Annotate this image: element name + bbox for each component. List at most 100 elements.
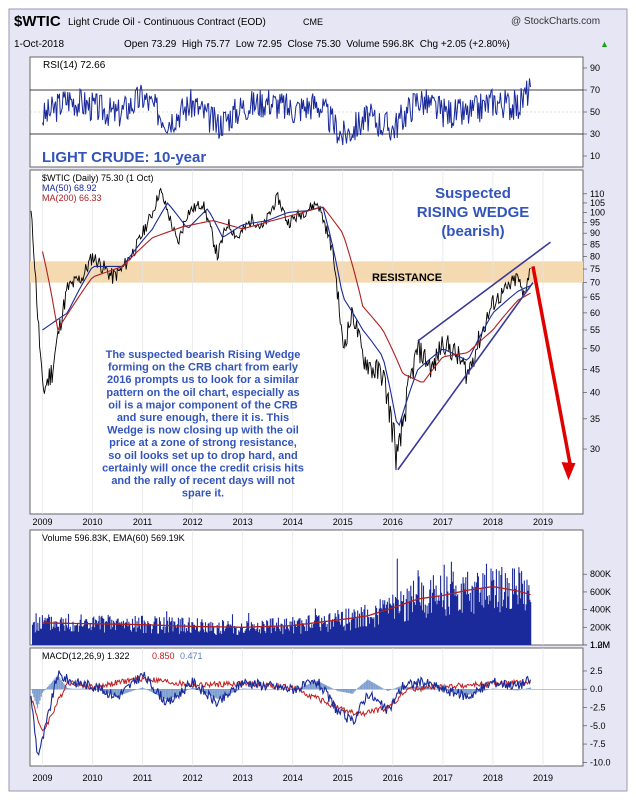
price-x-tick-label: 2011	[133, 517, 152, 527]
price-x-tick-label: 2009	[32, 517, 52, 527]
price-axis-tick-label: 50	[590, 344, 600, 354]
price-axis-tick-label: 105	[590, 198, 605, 208]
symbol: $WTIC	[14, 13, 61, 30]
price-axis-tick-label: 35	[590, 414, 600, 424]
ohlc-readout: Open 73.29 High 75.77 Low 72.95 Close 75…	[124, 39, 510, 50]
exchange: CME	[303, 17, 323, 27]
date: 1-Oct-2018	[14, 39, 64, 50]
rsi-axis-tick-label: 50	[590, 107, 600, 117]
macd-axis-tick-label: -10.0	[590, 757, 611, 767]
rsi-legend: RSI(14) 72.66	[43, 60, 106, 71]
volume-axis-tick-label: 600K	[590, 587, 611, 597]
wedge-title-line1: Suspected	[435, 185, 511, 202]
price-axis-tick-label: 55	[590, 325, 600, 335]
price-axis-tick-label: 70	[590, 278, 600, 288]
price-legend: $WTIC (Daily) 75.30 (1 Oct)	[42, 173, 154, 183]
annotation-note-line: oil is a major component of the CRB	[108, 399, 298, 411]
macd-x-tick-label: 2019	[533, 773, 553, 783]
ma200-legend: MA(200) 66.33	[42, 193, 102, 203]
rsi-axis-tick-label: 90	[590, 63, 600, 73]
macd-x-tick-label: 2017	[433, 773, 453, 783]
wedge-title-line2: RISING WEDGE	[417, 204, 530, 221]
volume-axis-tick-label: 800K	[590, 569, 611, 579]
macd-axis-tick-label: -5.0	[590, 721, 606, 731]
macd-axis-tick-label: 0.0	[590, 684, 603, 694]
annotation-note-line: so oil looks set up to drop hard, and	[108, 450, 297, 462]
resistance-label: RESISTANCE	[372, 272, 442, 284]
volume-axis-tick-label: 200K	[590, 622, 611, 632]
macd-axis-tick-label: -7.5	[590, 739, 606, 749]
annotation-note-line: pattern on the oil chart, especially as	[106, 387, 299, 399]
volume-bars	[31, 558, 532, 645]
signal-legend: 0.850	[152, 651, 175, 661]
wedge-upper-line	[417, 241, 551, 342]
macd-histogram	[31, 675, 532, 709]
volume-ema-line	[42, 586, 531, 628]
price-x-tick-label: 2015	[333, 517, 353, 527]
volume-axis-tick-label: 1.0M	[590, 640, 610, 650]
macd-x-tick-label: 2009	[32, 773, 52, 783]
ma200-line	[41, 206, 531, 383]
hist-legend: 0.471	[180, 651, 203, 661]
macd-x-tick-label: 2015	[333, 773, 353, 783]
annotation-note-line: The suspected bearish Rising Wedge	[106, 349, 301, 361]
price-x-tick-label: 2018	[483, 517, 503, 527]
macd-panel	[29, 647, 584, 767]
price-x-tick-label: 2017	[433, 517, 453, 527]
price-line	[30, 187, 531, 471]
macd-x-tick-label: 2016	[383, 773, 403, 783]
annotation-note-line: 2016 prompts us to look for a similar	[107, 374, 300, 386]
wedge-title-line3: (bearish)	[441, 223, 504, 240]
chart-title: LIGHT CRUDE: 10-year	[42, 149, 206, 166]
price-x-tick-label: 2016	[383, 517, 403, 527]
price-axis-tick-label: 85	[590, 239, 600, 249]
price-axis-tick-label: 80	[590, 251, 600, 261]
rsi-line	[42, 78, 531, 146]
wedge-lower-line	[397, 282, 534, 471]
volume-legend: Volume 596.83K, EMA(60) 569.19K	[42, 533, 185, 543]
rsi-axis-tick-label: 30	[590, 129, 600, 139]
projection-arrow-head-icon	[561, 462, 576, 481]
macd-line	[30, 670, 532, 757]
projection-arrow-shaft	[531, 266, 573, 467]
macd-legend: MACD(12,26,9) 1.322	[42, 651, 130, 661]
macd-x-tick-label: 2011	[133, 773, 152, 783]
annotation-note-line: forming on the CRB chart from early	[108, 362, 299, 374]
annotation-note-line: price at a zone of strong resistance,	[109, 437, 297, 449]
annotation-note-line: and the rally of recent days will not	[111, 475, 295, 487]
annotation-note-line: and sure enough, there it is. This	[117, 412, 289, 424]
watermark: @ StockCharts.com	[511, 16, 600, 27]
price-axis-tick-label: 45	[590, 364, 600, 374]
volume-axis-tick-label: 1.2M	[590, 640, 610, 650]
price-x-tick-label: 2014	[283, 517, 303, 527]
price-axis-tick-label: 110	[590, 189, 604, 199]
annotation-note-line: certainly will once the credit crisis hi…	[102, 462, 304, 474]
macd-x-tick-label: 2010	[83, 773, 103, 783]
rsi-axis-tick-label: 10	[590, 151, 600, 161]
price-axis-tick-label: 100	[590, 208, 605, 218]
price-x-tick-label: 2012	[183, 517, 203, 527]
price-axis-tick-label: 75	[590, 264, 600, 274]
annotation-note-line: spare it.	[182, 488, 224, 500]
price-axis-tick-label: 95	[590, 218, 600, 228]
price-x-tick-label: 2019	[533, 517, 553, 527]
price-axis-tick-label: 65	[590, 292, 600, 302]
price-axis-tick-label: 30	[590, 444, 600, 454]
rsi-axis-tick-label: 70	[590, 85, 600, 95]
macd-x-tick-label: 2012	[183, 773, 203, 783]
macd-x-tick-label: 2018	[483, 773, 503, 783]
ma50-legend: MA(50) 68.92	[42, 183, 97, 193]
price-axis-tick-label: 40	[590, 388, 600, 398]
price-x-tick-label: 2010	[83, 517, 103, 527]
price-axis-tick-label: 60	[590, 308, 600, 318]
macd-x-tick-label: 2013	[233, 773, 253, 783]
resistance-band	[30, 261, 583, 283]
macd-axis-tick-label: -2.5	[590, 703, 606, 713]
annotation-note-line: Wedge is now closing up with the oil	[107, 425, 299, 437]
macd-axis-tick-label: 2.5	[590, 666, 603, 676]
volume-axis-tick-label: 400K	[590, 605, 611, 615]
instrument-name: Light Crude Oil - Continuous Contract (E…	[68, 17, 266, 28]
annotation-note: The suspected bearish Rising Wedgeformin…	[102, 349, 304, 500]
price-axis-tick-label: 90	[590, 228, 600, 238]
